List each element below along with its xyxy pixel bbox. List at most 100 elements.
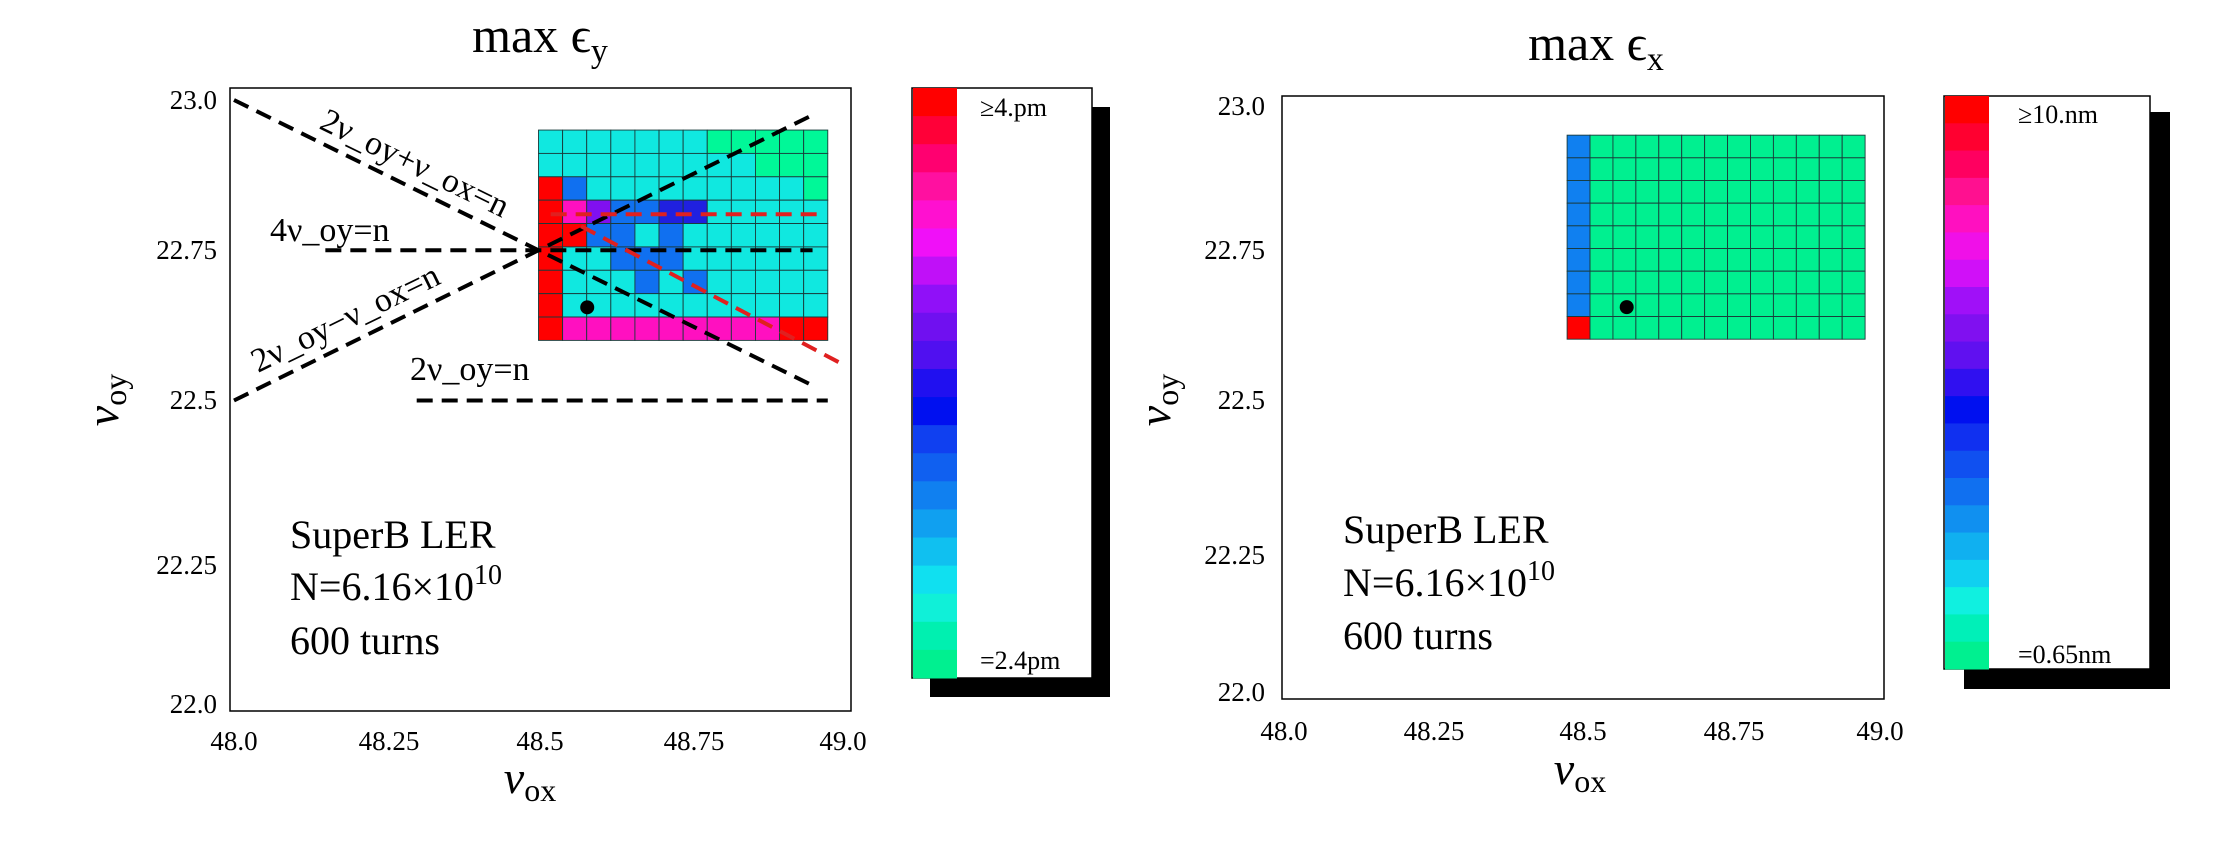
colorbar-swatch bbox=[1945, 532, 1989, 561]
heatmap-cell bbox=[1612, 225, 1637, 249]
colorbar-swatch bbox=[913, 481, 957, 510]
x-axis-label: νox bbox=[504, 752, 556, 808]
info-machine: SuperB LER bbox=[290, 512, 496, 557]
resonance-lines bbox=[233, 98, 844, 403]
heatmap-cell bbox=[682, 129, 708, 154]
y-tick-label: 22.75 bbox=[156, 235, 217, 265]
heatmap-cell bbox=[1635, 157, 1660, 181]
heatmap-cell bbox=[1772, 134, 1797, 159]
heatmap-cell bbox=[1658, 316, 1683, 340]
heatmap-cell bbox=[1681, 202, 1706, 227]
heatmap-cell bbox=[1704, 248, 1729, 272]
heatmap-cell bbox=[562, 316, 588, 341]
heatmap-cell bbox=[1566, 293, 1591, 317]
heatmap-cell bbox=[1635, 225, 1660, 249]
heatmap-cell bbox=[658, 316, 684, 341]
heatmap-cell bbox=[658, 129, 684, 154]
heatmap-cell bbox=[538, 152, 564, 178]
heatmap-cell bbox=[586, 176, 612, 201]
panel-max-eps-y: max ϵy 23.0 22.75 22.5 22.25 22.0 48.0 4… bbox=[77, 7, 1110, 808]
colorbar-swatch bbox=[1945, 123, 1989, 152]
heatmap-cell bbox=[634, 269, 660, 295]
panel-max-eps-x: max ϵx 23.0 22.75 22.5 22.25 22.0 48.0 4… bbox=[1129, 15, 2170, 799]
heatmap-cell bbox=[1681, 270, 1706, 295]
resonance-line bbox=[233, 113, 814, 403]
heatmap-cell bbox=[1658, 157, 1683, 181]
y-axis: 23.0 22.75 22.5 22.25 22.0 bbox=[156, 85, 217, 719]
heatmap-cell bbox=[1841, 316, 1866, 340]
colorbar-swatch bbox=[1945, 205, 1989, 233]
heatmap-cell bbox=[1727, 293, 1751, 317]
heatmap-cell bbox=[1727, 157, 1751, 181]
heatmap-cell bbox=[779, 269, 805, 295]
heatmap-cell bbox=[730, 129, 756, 154]
heatmap-cell bbox=[586, 129, 612, 154]
heatmap-cell bbox=[634, 152, 660, 178]
colorbar-swatch bbox=[1945, 259, 1989, 288]
colorbar-swatch bbox=[913, 200, 957, 229]
heatmap-cell bbox=[1818, 134, 1843, 159]
colorbar-swatch bbox=[1945, 505, 1989, 534]
colorbar-swatch bbox=[1945, 341, 1989, 370]
heatmap-cell bbox=[658, 199, 684, 224]
heatmap-cell bbox=[1750, 225, 1774, 249]
heatmap-cell bbox=[1566, 270, 1591, 295]
y-tick-label: 22.75 bbox=[1204, 235, 1265, 265]
y-axis-label: νoy bbox=[77, 374, 133, 426]
heatmap-cell bbox=[1841, 225, 1866, 249]
colorbar-swatch bbox=[1945, 314, 1989, 343]
colorbar-swatch bbox=[913, 116, 957, 145]
heatmap-cell bbox=[1727, 248, 1751, 272]
heatmap-cell bbox=[1566, 134, 1591, 159]
heatmap-cell bbox=[1681, 316, 1706, 340]
heatmap-cell bbox=[803, 293, 829, 318]
heatmap-cell bbox=[1704, 202, 1729, 227]
colorbar-swatch bbox=[1945, 396, 1989, 424]
heatmap-cell bbox=[1704, 316, 1729, 340]
heatmap-cell bbox=[1635, 293, 1660, 317]
y-tick-label: 22.5 bbox=[170, 385, 217, 415]
heatmap-cell bbox=[1589, 248, 1614, 272]
heatmap-cell bbox=[610, 199, 636, 224]
heatmap-cell bbox=[755, 223, 781, 248]
heatmap-cell bbox=[1772, 225, 1797, 249]
colorbar-swatch bbox=[913, 453, 957, 482]
heatmap-cell bbox=[658, 223, 684, 248]
colorbar: ≥4.pm =2.4pm bbox=[911, 87, 1110, 697]
heatmap-cell bbox=[1818, 316, 1843, 340]
colorbar-swatch bbox=[913, 509, 957, 539]
colorbar-swatch bbox=[1945, 287, 1989, 315]
heatmap-cell bbox=[1589, 180, 1614, 204]
heatmap-cell bbox=[538, 176, 564, 201]
info-turns: 600 turns bbox=[1343, 613, 1493, 658]
heatmap-cell bbox=[610, 176, 636, 201]
colorbar: ≥10.nm =0.65nm bbox=[1943, 95, 2170, 689]
heatmap-cell bbox=[1750, 248, 1774, 272]
heatmap-cell bbox=[1681, 225, 1706, 249]
heatmap-cell bbox=[1658, 293, 1683, 317]
colorbar-swatch bbox=[1945, 96, 1989, 124]
y-tick-label: 22.25 bbox=[1204, 540, 1265, 570]
colorbar-swatch bbox=[913, 172, 957, 201]
heatmap-cell bbox=[1750, 293, 1774, 317]
heatmap-cell bbox=[730, 152, 756, 178]
colorbar-swatch bbox=[913, 593, 957, 623]
colorbar-swatch bbox=[1945, 559, 1989, 588]
colorbar-swatch bbox=[1945, 150, 1989, 179]
heatmap-cell bbox=[779, 223, 805, 248]
heatmap-cell bbox=[1681, 157, 1706, 181]
heatmap-cell bbox=[779, 293, 805, 318]
colorbar-swatch bbox=[1945, 368, 1989, 397]
colorbar-swatch bbox=[1945, 423, 1989, 452]
colorbar-swatch bbox=[913, 228, 957, 258]
heatmap-cell bbox=[803, 269, 829, 295]
colorbar-swatch bbox=[1945, 478, 1989, 506]
heatmap-cell bbox=[634, 199, 660, 224]
heatmap-cell bbox=[730, 223, 756, 248]
heatmap-cell bbox=[1727, 180, 1751, 204]
resonance-line bbox=[233, 98, 814, 388]
heatmap-cell bbox=[610, 316, 636, 341]
heatmap-cell bbox=[1658, 270, 1683, 295]
heatmap-cell bbox=[1818, 157, 1843, 181]
